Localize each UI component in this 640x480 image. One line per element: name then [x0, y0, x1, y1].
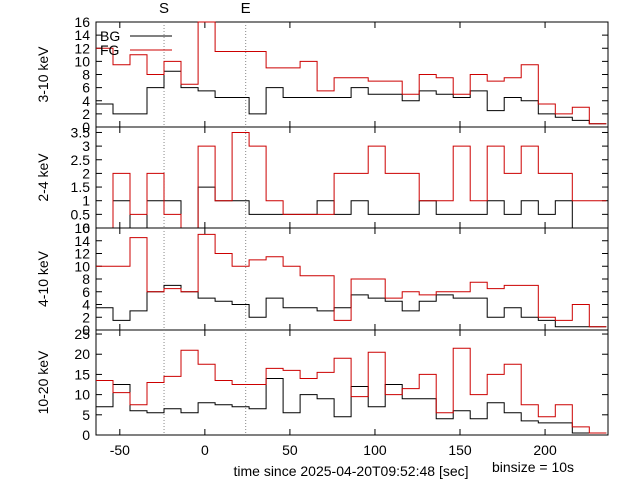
marker-label-s: S [159, 0, 169, 17]
x-tick-label: -50 [110, 442, 130, 458]
y-tick-label: 6 [82, 80, 90, 96]
y-tick-label: 3.5 [71, 124, 91, 140]
y-tick-label: 0 [82, 322, 90, 338]
y-tick-label: 8 [82, 67, 90, 83]
y-axis-label: 2-4 keV [35, 153, 51, 202]
y-tick-label: 2 [82, 309, 90, 325]
y-tick-label: 20 [74, 346, 90, 362]
y-tick-label: 5 [82, 407, 90, 423]
y-tick-label: 1 [82, 193, 90, 209]
x-tick-label: 200 [533, 442, 557, 458]
y-tick-label: 15 [74, 366, 90, 382]
y-tick-label: 0 [82, 119, 90, 135]
legend-label-fg: FG [100, 42, 119, 58]
panel-1: 00.511.522.533.5 2-4 keV [35, 124, 609, 236]
marker-label-e: E [241, 0, 251, 17]
x-tick-label: 0 [201, 442, 209, 458]
y-tick-label: 3 [82, 138, 90, 154]
y-tick-label: 2 [82, 165, 90, 181]
y-tick-label: 0 [82, 220, 90, 236]
y-tick-label: 16 [74, 220, 90, 236]
legend-label-bg: BG [100, 28, 120, 44]
x-tick-label: 100 [363, 442, 387, 458]
y-tick-label: 12 [74, 40, 90, 56]
x-tick-label: 150 [448, 442, 472, 458]
series-bg-line [96, 284, 607, 328]
y-axis-label: 4-10 keV [35, 250, 51, 307]
series-bg-line [96, 70, 607, 125]
y-tick-label: 2.5 [71, 152, 91, 168]
x-tick-label: 50 [282, 442, 298, 458]
panel-3: 0 5 10 15 20 25 10-20 keV [35, 326, 609, 443]
y-tick-label: 0 [82, 427, 90, 443]
y-tick-label: 10 [74, 387, 90, 403]
y-tick-label: 0.5 [71, 206, 91, 222]
panel-frame [95, 126, 609, 229]
y-tick-label: 16 [74, 14, 90, 30]
y-tick-label: 12 [74, 246, 90, 262]
panel-frame [95, 21, 609, 128]
series-fg-line [96, 233, 607, 328]
y-tick-label: 2 [82, 106, 90, 122]
y-tick-label: 10 [74, 53, 90, 69]
y-tick-label: 25 [74, 326, 90, 342]
x-axis: -50 0 50 100 150 200 [110, 442, 557, 458]
y-tick-label: 8 [82, 271, 90, 287]
x-axis-label: time since 2025-04-20T09:52:48 [sec] [233, 463, 468, 479]
y-tick-label: 6 [82, 284, 90, 300]
series-bg-line [96, 186, 607, 229]
y-tick-label: 10 [74, 258, 90, 274]
y-tick-label: 4 [82, 93, 90, 109]
y-axis-label: 10-20 keV [35, 350, 51, 414]
y-axis-label: 3-10 keV [35, 46, 51, 103]
binsize-label: binsize = 10s [492, 459, 574, 475]
y-tick-label: 4 [82, 297, 90, 313]
series-fg-line [96, 347, 607, 434]
panel-frame [95, 329, 609, 436]
y-tick-label: 1.5 [71, 179, 91, 195]
series-fg-line [96, 21, 607, 125]
y-tick-label: 14 [74, 233, 90, 249]
series-bg-line [96, 378, 607, 434]
series-fg-line [96, 132, 607, 229]
y-tick-label: 14 [74, 27, 90, 43]
